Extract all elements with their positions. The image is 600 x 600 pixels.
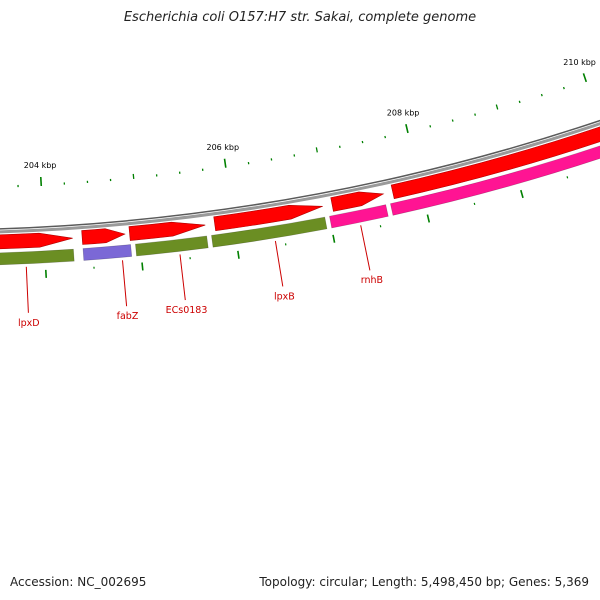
scale-tick: [582, 73, 588, 83]
gene-callout-line-8: [179, 254, 186, 301]
red-feature-arrow-11: [330, 191, 385, 212]
scale-label-208: 208 kbp: [387, 109, 420, 118]
scale-tick: [223, 158, 227, 168]
scale-tick: [562, 86, 565, 90]
colored-feature-9: [135, 235, 209, 257]
gene-label-ECs0183: ECs0183: [166, 305, 208, 316]
scale-tick: [495, 104, 499, 110]
outer-tick: [520, 189, 524, 199]
outer-tick: [473, 202, 476, 205]
genome-summary-text: Topology: circular; Length: 5,498,450 bp…: [259, 575, 589, 589]
gene-callout-line-7: [122, 260, 128, 307]
backbone-arc: [0, 122, 600, 234]
outer-tick: [426, 214, 431, 223]
outer-tick: [566, 176, 569, 179]
gene-callout-line-9: [274, 240, 284, 287]
red-feature-arrow-8: [81, 228, 126, 245]
scale-tick: [405, 123, 409, 134]
scale-tick: [540, 93, 543, 97]
outer-tick: [332, 234, 336, 243]
red-feature-arrow-7: [0, 232, 73, 250]
gene-callout-line-10: [360, 225, 371, 271]
colored-feature-7: [0, 248, 75, 266]
scale-tick: [474, 113, 476, 116]
colored-feature-12: [390, 145, 600, 216]
scale-tick: [315, 147, 318, 153]
colored-feature-10: [211, 216, 328, 248]
backbone-inner-arc: [0, 119, 600, 230]
colored-feature-8: [82, 244, 133, 261]
red-feature-arrow-10: [213, 204, 323, 232]
gene-label-fabZ: fabZ: [117, 311, 139, 322]
scale-label-206: 206 kbp: [206, 143, 239, 152]
gene-label-lpxB: lpxB: [274, 291, 295, 302]
map-title: Escherichia coli O157:H7 str. Sakai, com…: [123, 10, 477, 25]
scale-tick: [518, 100, 521, 104]
scale-label-210: 210 kbp: [563, 58, 596, 67]
gene-label-rnhB: rnhB: [361, 275, 383, 286]
scale-label-204: 204 kbp: [24, 161, 57, 170]
outer-tick: [237, 250, 240, 259]
gene-callout-line-6: [25, 266, 29, 313]
red-feature-arrow-9: [128, 221, 206, 241]
outer-tick: [141, 262, 144, 271]
gene-label-lpxD: lpxD: [18, 318, 40, 329]
scale-tick: [451, 119, 454, 122]
colored-feature-11: [329, 204, 389, 229]
scale-tick: [429, 125, 432, 128]
accession-text: Accession: NC_002695: [10, 575, 147, 589]
red-feature-arrow-12: [390, 126, 600, 200]
